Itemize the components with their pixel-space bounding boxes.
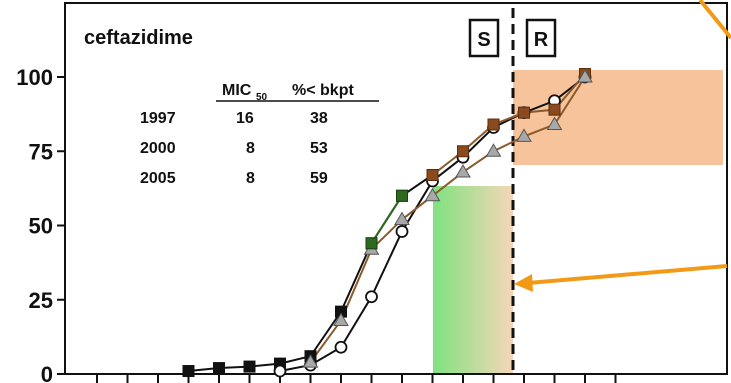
table-row-1997-mic: 16 xyxy=(236,110,254,127)
table-header-mic: MIC xyxy=(222,82,252,99)
susceptible-label: S xyxy=(477,29,490,51)
data-point-triangle xyxy=(485,143,502,157)
data-point-square xyxy=(487,118,500,131)
data-point-triangle xyxy=(546,116,563,131)
data-point-square xyxy=(213,362,225,375)
data-point-triangle xyxy=(394,211,410,226)
table-row-2005-mic: 8 xyxy=(246,170,255,187)
y-tick-label: 75 xyxy=(29,139,53,164)
table-row-2005-pct: 59 xyxy=(310,170,328,187)
breakpoint-arrow-head xyxy=(514,274,533,292)
resistant-range-band xyxy=(513,70,723,165)
table-row-2000-mic: 8 xyxy=(246,140,255,157)
y-tick-label: 0 xyxy=(41,362,53,383)
corner-arrow xyxy=(698,0,731,40)
y-tick-label: 100 xyxy=(16,65,53,90)
resistant-box xyxy=(525,18,557,58)
data-point-square xyxy=(426,169,439,182)
data-point-square xyxy=(182,365,195,378)
data-point-square xyxy=(396,189,408,202)
data-point-circle xyxy=(395,225,409,238)
table-row-1997-year: 1997 xyxy=(140,110,176,127)
resistant-label: R xyxy=(534,29,549,51)
data-point-triangle xyxy=(455,164,471,178)
table-header-pct: %< bkpt xyxy=(292,82,354,99)
table-row-1997-pct: 38 xyxy=(310,110,328,127)
data-point-circle xyxy=(273,364,287,378)
mic-table: MIC 50 %< bkpt 1997 16 38 2000 8 53 2005… xyxy=(140,82,379,187)
y-tick-label: 50 xyxy=(29,214,53,239)
data-point-square xyxy=(518,106,530,119)
data-point-square xyxy=(243,360,256,373)
data-point-triangle xyxy=(424,187,441,202)
data-point-triangle xyxy=(577,69,593,83)
series-line xyxy=(370,195,403,244)
y-tick-label: 25 xyxy=(29,288,53,313)
data-point-square xyxy=(365,237,378,250)
data-point-square xyxy=(548,103,561,116)
table-row-2000-year: 2000 xyxy=(140,140,176,157)
plot-frame xyxy=(64,2,728,375)
table-header-mic-sub: 50 xyxy=(256,92,268,103)
susceptible-box xyxy=(468,18,500,58)
table-row-2000-pct: 53 xyxy=(310,140,328,157)
data-point-square xyxy=(457,145,469,158)
data-point-triangle xyxy=(333,312,349,327)
y-axis: 0 25 50 75 100 xyxy=(16,65,65,383)
data-point-triangle xyxy=(516,128,532,142)
series-group xyxy=(182,68,593,378)
data-point-triangle xyxy=(302,354,319,368)
data-point-circle xyxy=(365,290,378,304)
chart-title: ceftazidime xyxy=(84,27,193,49)
breakpoint-arrow xyxy=(527,264,728,285)
series-line xyxy=(309,76,586,363)
table-row-2005-year: 2005 xyxy=(140,170,176,187)
susceptible-transition-band xyxy=(433,186,513,374)
data-point-circle xyxy=(334,340,348,354)
x-axis xyxy=(96,374,617,383)
